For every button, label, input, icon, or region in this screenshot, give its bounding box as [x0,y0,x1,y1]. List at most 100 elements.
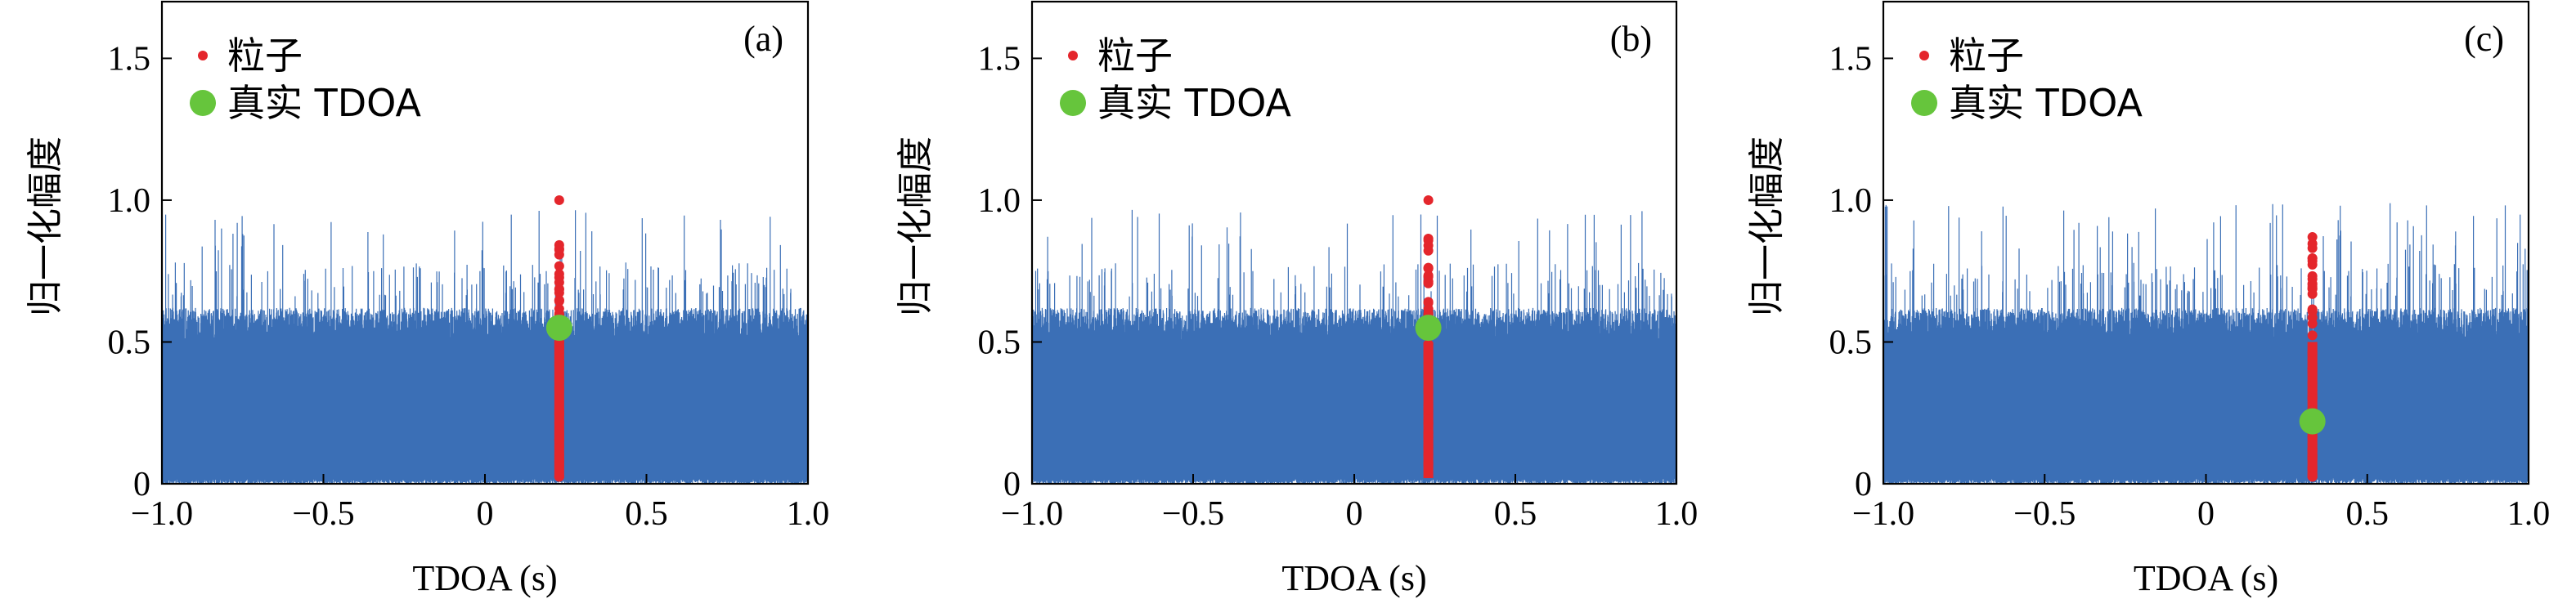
particle-point [554,407,564,418]
particle-point [2307,385,2318,396]
particle-point [1423,278,1434,288]
particle-point [554,454,564,464]
y-tick-label: 1.5 [1829,40,1873,78]
particle-point [554,375,564,386]
particle-point [2307,330,2318,341]
particle-point [1423,303,1434,314]
particle-point-max [554,194,564,205]
legend-particle-icon [198,51,208,60]
particle-point [2307,274,2318,284]
y-tick-label: 1.0 [1829,182,1873,220]
particle-point [1423,386,1434,396]
legend-label-true-tdoa: 真实 TDOA [1097,81,1292,125]
x-tick-label: 0.5 [625,495,668,533]
true-tdoa-marker [1415,315,1442,342]
x-tick-label: −0.5 [2013,495,2076,533]
x-tick-label: 1.0 [787,495,830,533]
particle-point [2307,282,2318,293]
particle-point [1423,458,1434,469]
x-axis-title: TDOA (s) [1281,558,1426,598]
particle-point [2307,259,2318,270]
particle-point [2307,304,2318,315]
signal-trace [161,210,809,484]
panel-label: (a) [743,19,783,59]
y-tick-label: 0.5 [978,324,1021,361]
particle-point [1423,234,1434,244]
legend-particle-icon [1068,51,1078,60]
y-tick-label: 1.5 [978,40,1021,78]
legend-true-tdoa-icon [1060,90,1086,116]
x-axis-title: TDOA (s) [2134,558,2278,598]
particle-point [554,284,564,294]
particle-point [554,269,564,279]
particle-point [1423,348,1434,359]
particle-series [2307,232,2318,482]
y-axis-title: 归一化幅度 [895,136,936,316]
particle-point [2307,355,2318,365]
particle-point [2307,439,2318,449]
x-tick-label: −1.0 [1001,495,1063,533]
true-tdoa-marker [2299,408,2326,435]
panel-label: (c) [2464,19,2504,59]
y-tick-label: 0 [133,466,150,503]
legend-label-particles: 粒子 [227,34,303,78]
particle-point [1423,418,1434,429]
particle-point [2307,346,2318,357]
y-tick-label: 0 [1855,466,1872,503]
particle-point [1423,400,1434,410]
particle-point [2307,312,2318,323]
y-tick-label: 1.5 [108,40,151,78]
x-tick-label: −0.5 [292,495,354,533]
particle-point [2307,454,2318,464]
x-tick-label: 1.0 [1655,495,1699,533]
y-tick-label: 0 [1003,466,1021,503]
legend-true-tdoa-icon [190,90,216,116]
particle-point [2307,243,2318,253]
chart-panel-1: −1.0 −0.5 0 0.5 1.0 0 0.5 1.0 1.5 TDOA (s) 归一化幅度 (a… [25,0,830,598]
particle-point [1423,427,1434,438]
particle-point [2307,462,2318,472]
x-tick-label: −0.5 [1162,495,1224,533]
particle-point [1423,450,1434,461]
particle-point [1423,439,1434,449]
particle-point-max [1423,194,1434,205]
legend-label-particles: 粒子 [1949,34,2024,78]
chart-panel-3: −1.0 −0.5 0 0.5 1.0 0 0.5 1.0 1.5 TDOA (s) 归一化幅度 (c… [1747,0,2550,598]
true-tdoa-marker [545,315,572,342]
y-tick-label: 1.0 [108,182,151,220]
x-tick-label: 0 [477,495,494,533]
chart-panel-2: −1.0 −0.5 0 0.5 1.0 0 0.5 1.0 1.5 TDOA (s) 归一化幅度 (b… [895,0,1699,598]
y-axis-title: 归一化幅度 [1747,136,1787,316]
particle-point [554,295,564,306]
legend-label-particles: 粒子 [1097,34,1173,78]
x-tick-label: 0 [2197,495,2215,533]
legend-label-true-tdoa: 真实 TDOA [1949,81,2143,125]
particle-point [1423,263,1434,274]
particle-point [554,418,564,428]
particle-point [1423,297,1434,307]
particle-point [554,244,564,254]
particle-point [2307,472,2318,482]
x-tick-label: −1.0 [131,495,193,533]
x-tick-label: −1.0 [1852,495,1914,533]
particle-point [1423,358,1434,369]
particle-point [554,385,564,396]
particle-point [554,360,564,371]
y-tick-label: 1.0 [978,182,1021,220]
legend-true-tdoa-icon [1911,90,1937,116]
particle-point [2307,364,2318,374]
legend-label-true-tdoa: 真实 TDOA [227,81,422,125]
x-axis-title: TDOA (s) [412,558,557,598]
panel-label: (b) [1610,19,1652,59]
particle-point [554,471,564,481]
legend-particle-icon [1919,51,1929,60]
x-tick-label: 0 [1346,495,1363,533]
y-tick-label: 0.5 [108,324,151,361]
particle-point [554,261,564,271]
signal-trace [1031,209,1677,484]
x-tick-label: 0.5 [1494,495,1537,533]
